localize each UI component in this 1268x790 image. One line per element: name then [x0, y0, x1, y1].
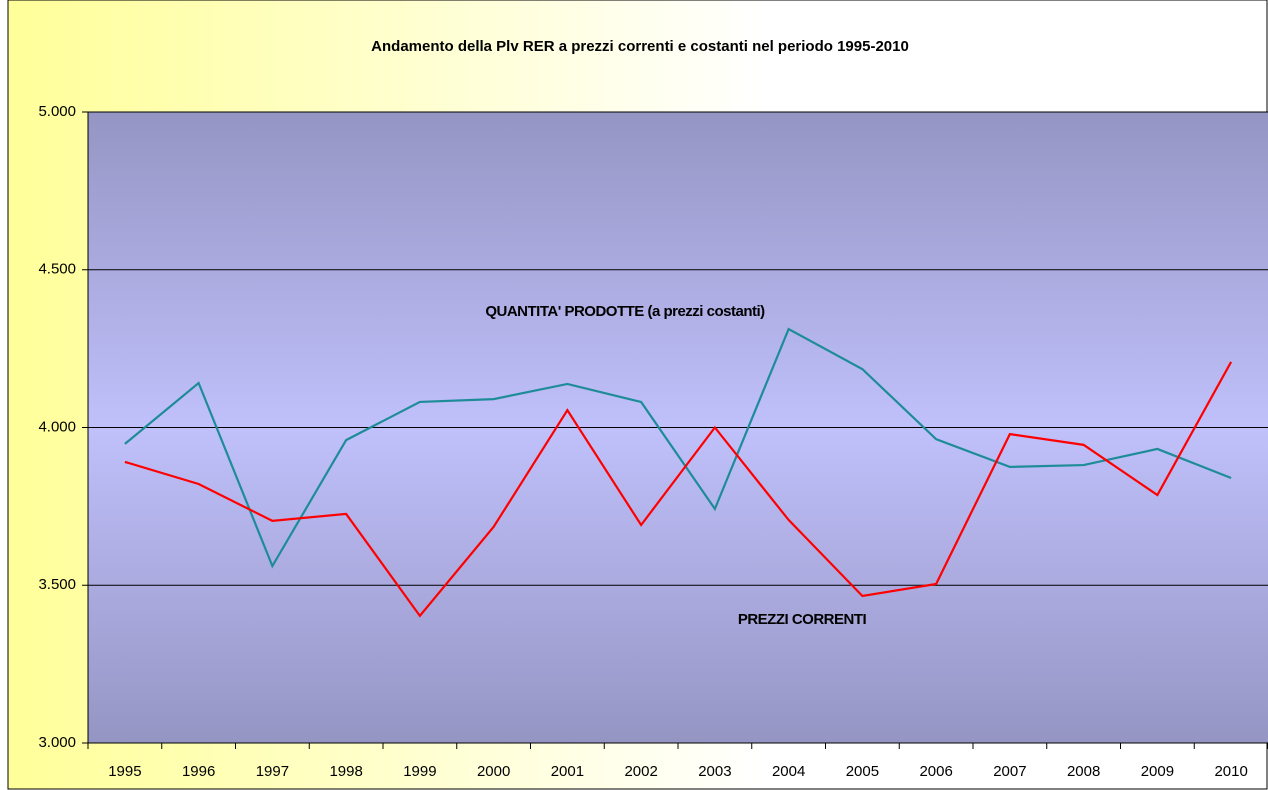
x-tick-label: 2001: [551, 763, 584, 780]
y-tick-label: 3.500: [38, 576, 76, 593]
x-tick-label: 2010: [1214, 763, 1247, 780]
series-line: [124, 361, 1233, 618]
y-tick-label: 4.500: [38, 261, 76, 278]
x-tick-label: 2008: [1067, 763, 1100, 780]
y-tick-label: 4.000: [38, 418, 76, 435]
series-line: [124, 327, 1232, 569]
x-tick-label: 2006: [919, 763, 952, 780]
series-label: QUANTITA' PRODOTTE (a prezzi costanti): [485, 303, 765, 320]
x-tick-label: 2000: [477, 763, 510, 780]
y-tick-label: 5.000: [38, 103, 76, 120]
x-tick-label: 2002: [624, 763, 657, 780]
y-tick-label: 3.000: [38, 734, 76, 751]
x-tick-label: 2007: [993, 763, 1026, 780]
x-tick-label: 1997: [256, 763, 289, 780]
x-tick-label: 2009: [1141, 763, 1174, 780]
chart-title: Andamento della Plv RER a prezzi corrent…: [371, 38, 909, 55]
x-tick-label: 1998: [329, 763, 362, 780]
series-label: PREZZI CORRENTI: [738, 611, 867, 628]
x-tick-label: 1995: [108, 763, 141, 780]
x-tick-label: 2004: [772, 763, 805, 780]
x-tick-label: 1999: [403, 763, 436, 780]
x-tick-label: 1996: [182, 763, 215, 780]
x-tick-label: 2005: [846, 763, 879, 780]
x-tick-label: 2003: [698, 763, 731, 780]
